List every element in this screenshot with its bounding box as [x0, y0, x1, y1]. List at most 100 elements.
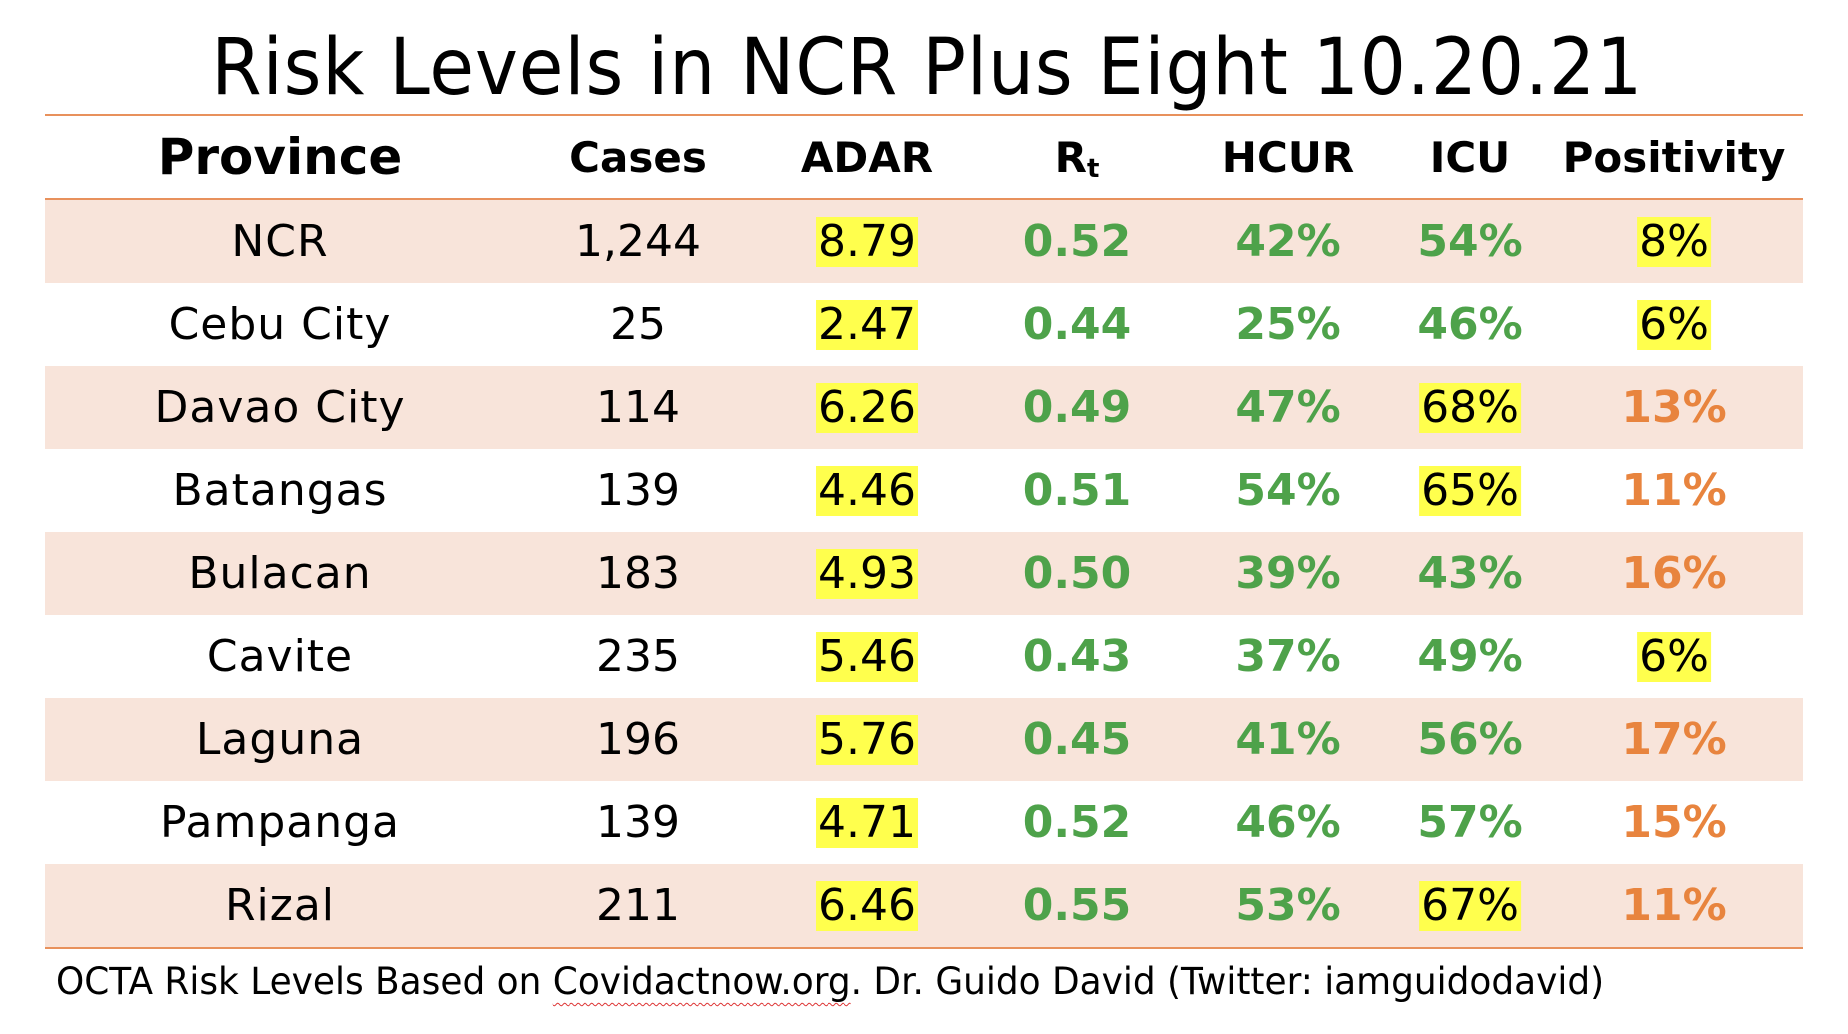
cases-value: 211 — [596, 880, 680, 931]
cell-adar: 2.47 — [816, 283, 918, 366]
cell-cases: 139 — [596, 781, 680, 864]
cell-adar: 6.26 — [816, 366, 918, 449]
province-value: Cebu City — [168, 299, 392, 350]
cell-hcur: 54% — [1235, 449, 1340, 532]
cell-cases: 139 — [596, 449, 680, 532]
cell-hcur: 41% — [1235, 698, 1340, 781]
cell-adar: 8.79 — [816, 200, 918, 283]
cell-positivity: 17% — [1621, 698, 1726, 781]
hcur-value: 42% — [1235, 216, 1341, 267]
cell-icu: 65% — [1419, 449, 1521, 532]
province-value: Pampanga — [159, 797, 401, 848]
cases-value: 196 — [596, 714, 680, 765]
adar-value: 4.71 — [816, 796, 918, 848]
cell-hcur: 42% — [1235, 200, 1340, 283]
cell-cases: 196 — [596, 698, 680, 781]
cell-rt: 0.52 — [1023, 781, 1132, 864]
cell-hcur: 37% — [1235, 615, 1340, 698]
icu-value: 68% — [1419, 381, 1521, 433]
rt-value: 0.43 — [1022, 631, 1132, 682]
hcur-value: 39% — [1235, 548, 1341, 599]
positivity-value: 6% — [1637, 298, 1711, 350]
table-row: Davao City 114 6.26 0.49 47% 68% 13% — [45, 366, 1803, 449]
cell-province: Cavite — [207, 615, 353, 698]
rt-value: 0.52 — [1022, 216, 1132, 267]
cell-province: Rizal — [225, 864, 335, 947]
cell-positivity: 13% — [1621, 366, 1726, 449]
cell-rt: 0.51 — [1023, 449, 1132, 532]
cases-value: 235 — [596, 631, 680, 682]
hcur-value: 41% — [1235, 714, 1341, 765]
cases-value: 139 — [596, 797, 680, 848]
province-value: NCR — [231, 216, 329, 267]
header-rt-sub: t — [1086, 154, 1100, 184]
cell-adar: 5.76 — [816, 698, 918, 781]
cell-cases: 211 — [596, 864, 680, 947]
cell-positivity: 6% — [1637, 615, 1711, 698]
rt-value: 0.49 — [1022, 382, 1132, 433]
cell-rt: 0.50 — [1023, 532, 1132, 615]
adar-value: 4.46 — [816, 464, 918, 516]
adar-value: 6.46 — [816, 879, 918, 931]
positivity-value: 6% — [1637, 630, 1711, 682]
rt-value: 0.44 — [1022, 299, 1132, 350]
cell-adar: 6.46 — [816, 864, 918, 947]
icu-value: 57% — [1417, 797, 1523, 848]
adar-value: 5.76 — [816, 713, 918, 765]
cell-province: Davao City — [155, 366, 406, 449]
hcur-value: 53% — [1235, 880, 1341, 931]
rt-value: 0.51 — [1022, 465, 1132, 516]
cell-province: Pampanga — [160, 781, 400, 864]
province-value: Bulacan — [188, 548, 372, 599]
table-row: NCR 1,244 8.79 0.52 42% 54% 8% — [45, 200, 1803, 283]
cell-adar: 5.46 — [816, 615, 918, 698]
table-row: Laguna 196 5.76 0.45 41% 56% 17% — [45, 698, 1803, 781]
cell-positivity: 16% — [1621, 532, 1726, 615]
cell-adar: 4.71 — [816, 781, 918, 864]
table-row: Cavite 235 5.46 0.43 37% 49% 6% — [45, 615, 1803, 698]
cell-hcur: 25% — [1235, 283, 1340, 366]
icu-value: 67% — [1419, 879, 1521, 931]
icu-value: 43% — [1417, 548, 1523, 599]
icu-value: 46% — [1417, 299, 1523, 350]
rt-value: 0.45 — [1022, 714, 1132, 765]
source-prefix: OCTA Risk Levels Based on — [56, 960, 553, 1003]
header-cases: Cases — [569, 132, 707, 182]
cell-hcur: 39% — [1235, 532, 1340, 615]
province-value: Davao City — [154, 382, 406, 433]
rt-value: 0.50 — [1022, 548, 1132, 599]
cases-value: 114 — [596, 382, 680, 433]
positivity-value: 13% — [1621, 382, 1727, 433]
cell-rt: 0.55 — [1023, 864, 1132, 947]
cell-rt: 0.44 — [1023, 283, 1132, 366]
cell-rt: 0.52 — [1023, 200, 1132, 283]
cell-icu: 68% — [1419, 366, 1521, 449]
table-row: Cebu City 25 2.47 0.44 25% 46% 6% — [45, 283, 1803, 366]
icu-value: 65% — [1419, 464, 1521, 516]
positivity-value: 16% — [1621, 548, 1727, 599]
province-value: Cavite — [206, 631, 354, 682]
header-icu: ICU — [1429, 132, 1511, 182]
top-rule — [45, 114, 1803, 116]
source-link[interactable]: Covidactnow.org — [552, 960, 851, 1003]
adar-value: 6.26 — [816, 381, 918, 433]
cell-adar: 4.93 — [816, 532, 918, 615]
positivity-value: 11% — [1621, 880, 1727, 931]
table-row: Pampanga 139 4.71 0.52 46% 57% 15% — [45, 781, 1803, 864]
cell-cases: 183 — [596, 532, 680, 615]
positivity-value: 11% — [1621, 465, 1727, 516]
table-row: Bulacan 183 4.93 0.50 39% 43% 16% — [45, 532, 1803, 615]
adar-value: 4.93 — [816, 547, 918, 599]
hcur-value: 54% — [1235, 465, 1341, 516]
cell-cases: 25 — [610, 283, 666, 366]
cell-adar: 4.46 — [816, 449, 918, 532]
cell-province: Cebu City — [169, 283, 392, 366]
cases-value: 25 — [610, 299, 666, 350]
positivity-value: 8% — [1637, 215, 1711, 267]
cell-province: Batangas — [172, 449, 387, 532]
hcur-value: 37% — [1235, 631, 1341, 682]
cell-icu: 49% — [1417, 615, 1522, 698]
cases-value: 1,244 — [575, 216, 701, 267]
